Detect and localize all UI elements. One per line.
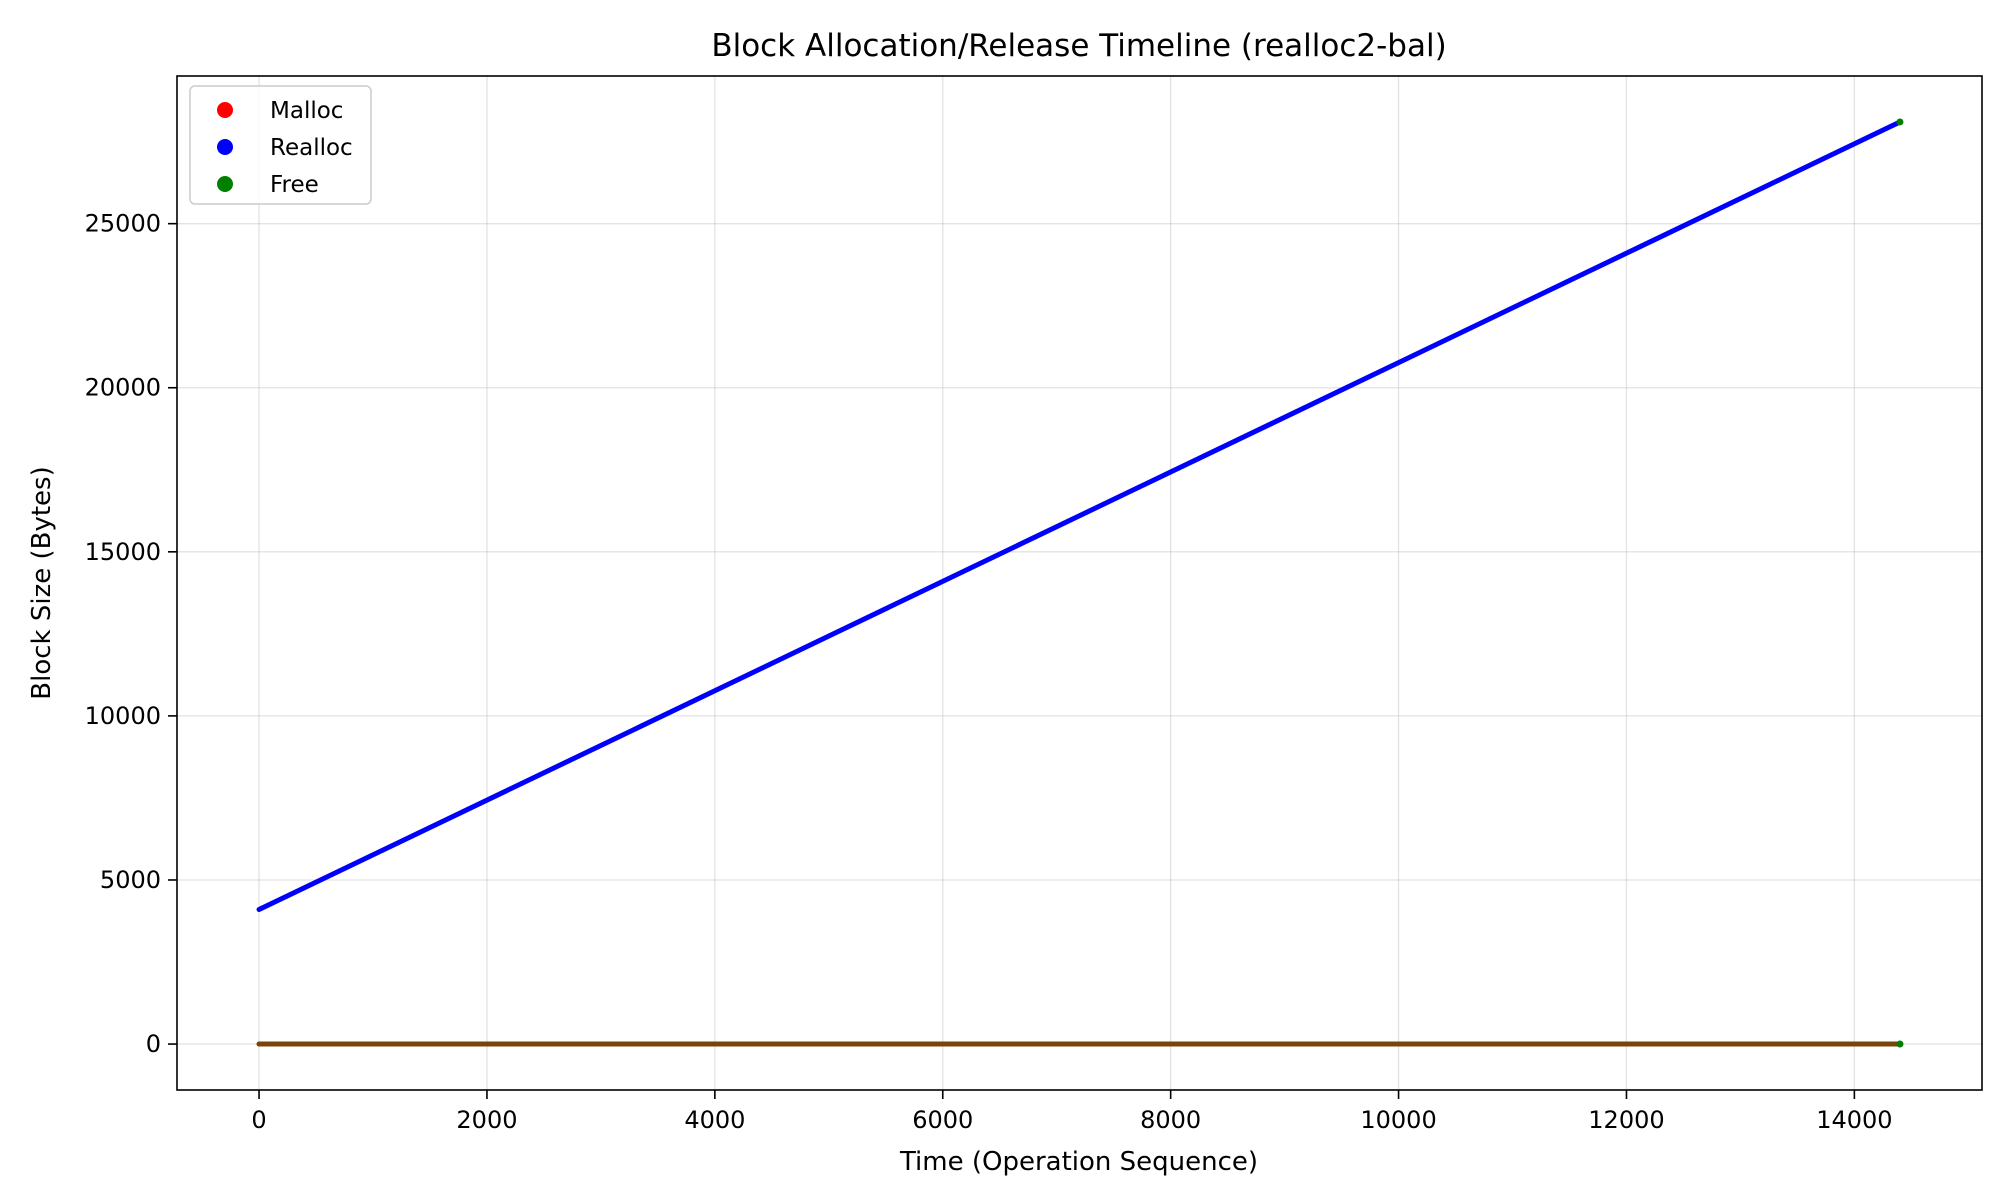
y-tick-label: 10000 bbox=[85, 702, 161, 730]
x-tick-label: 4000 bbox=[684, 1106, 745, 1134]
free-point bbox=[1896, 1040, 1904, 1048]
free-point bbox=[1896, 118, 1904, 126]
y-axis-label: Block Size (Bytes) bbox=[27, 466, 57, 699]
x-tick-label: 8000 bbox=[1140, 1106, 1201, 1134]
legend-label: Free bbox=[270, 172, 319, 198]
legend-marker bbox=[217, 176, 233, 192]
plot-data bbox=[256, 118, 1904, 1048]
y-tick-label: 20000 bbox=[85, 374, 161, 402]
realloc-series bbox=[256, 119, 1903, 913]
y-tick-label: 25000 bbox=[85, 210, 161, 238]
chart-title: Block Allocation/Release Timeline (reall… bbox=[711, 28, 1446, 64]
legend-marker bbox=[217, 102, 233, 118]
legend-label: Realloc bbox=[270, 135, 353, 161]
x-axis-label: Time (Operation Sequence) bbox=[899, 1147, 1258, 1177]
x-tick-label: 10000 bbox=[1360, 1106, 1436, 1134]
plot-frame bbox=[176, 75, 1983, 1091]
y-tick-label: 5000 bbox=[100, 866, 161, 894]
legend: Malloc Realloc Free bbox=[189, 85, 372, 205]
x-tick-label: 0 bbox=[251, 1106, 266, 1134]
x-tick-label: 6000 bbox=[912, 1106, 973, 1134]
legend-label: Malloc bbox=[270, 98, 343, 124]
x-tick-label: 14000 bbox=[1816, 1106, 1892, 1134]
axis-ticks: 0 2000 4000 6000 8000 10000 12000 14000 0 5000 100… bbox=[85, 210, 1893, 1134]
legend-marker bbox=[217, 139, 233, 155]
x-tick-label: 2000 bbox=[456, 1106, 517, 1134]
legend-box bbox=[189, 85, 372, 205]
x-tick-label: 12000 bbox=[1588, 1106, 1664, 1134]
y-tick-label: 0 bbox=[146, 1030, 161, 1058]
y-tick-label: 15000 bbox=[85, 538, 161, 566]
